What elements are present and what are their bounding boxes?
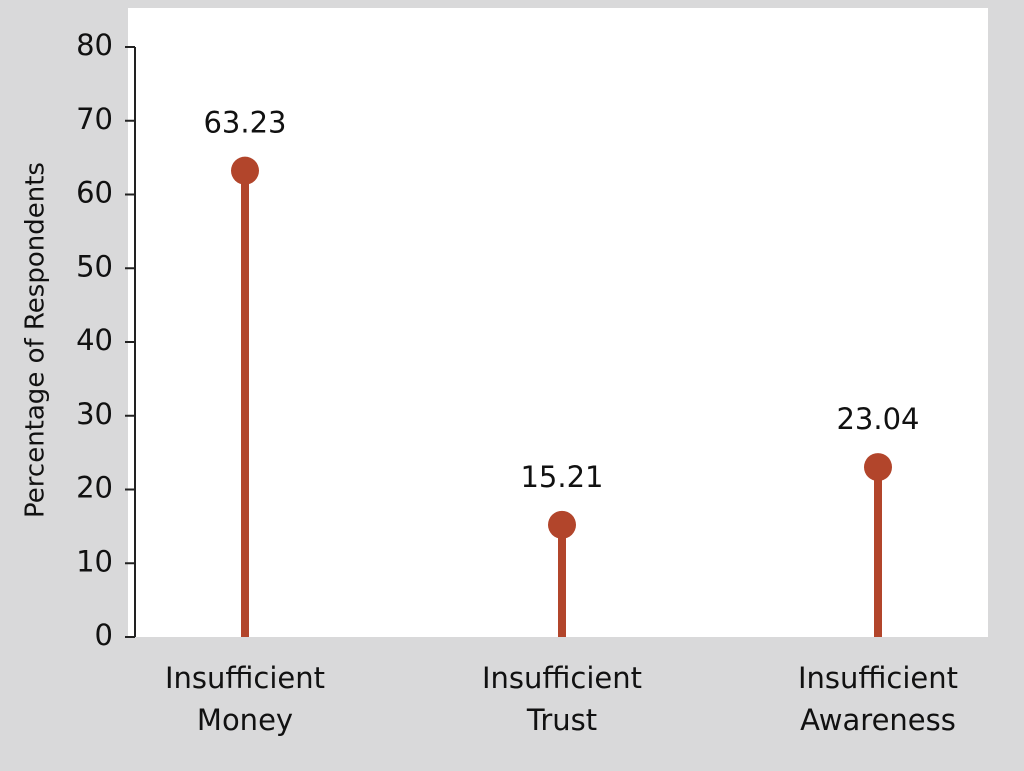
y-tick-label: 30 — [76, 397, 113, 431]
y-tick-label: 80 — [76, 28, 113, 62]
x-tick-label: Insufficient Trust — [482, 661, 642, 737]
value-label: 63.23 — [203, 106, 286, 140]
value-label: 23.04 — [836, 402, 919, 436]
lollipop — [231, 156, 259, 637]
y-tick-label: 50 — [76, 249, 113, 283]
x-tick-label: Insufficient Awareness — [798, 661, 958, 737]
y-tick-label: 20 — [76, 471, 113, 505]
y-tick-label: 0 — [95, 618, 113, 652]
dot — [864, 453, 892, 482]
lollipop — [548, 510, 576, 637]
y-tick-label: 10 — [76, 544, 113, 578]
dot — [231, 156, 259, 185]
y-axis-label: Percentage of Respondents — [21, 162, 51, 518]
lollipop — [864, 453, 892, 637]
y-tick-label: 60 — [76, 176, 113, 210]
value-label: 15.21 — [520, 460, 603, 494]
x-tick-label: Insufficient Money — [165, 661, 325, 737]
y-tick-label: 70 — [76, 102, 113, 136]
y-tick-label: 40 — [76, 323, 113, 357]
dot — [548, 510, 576, 539]
